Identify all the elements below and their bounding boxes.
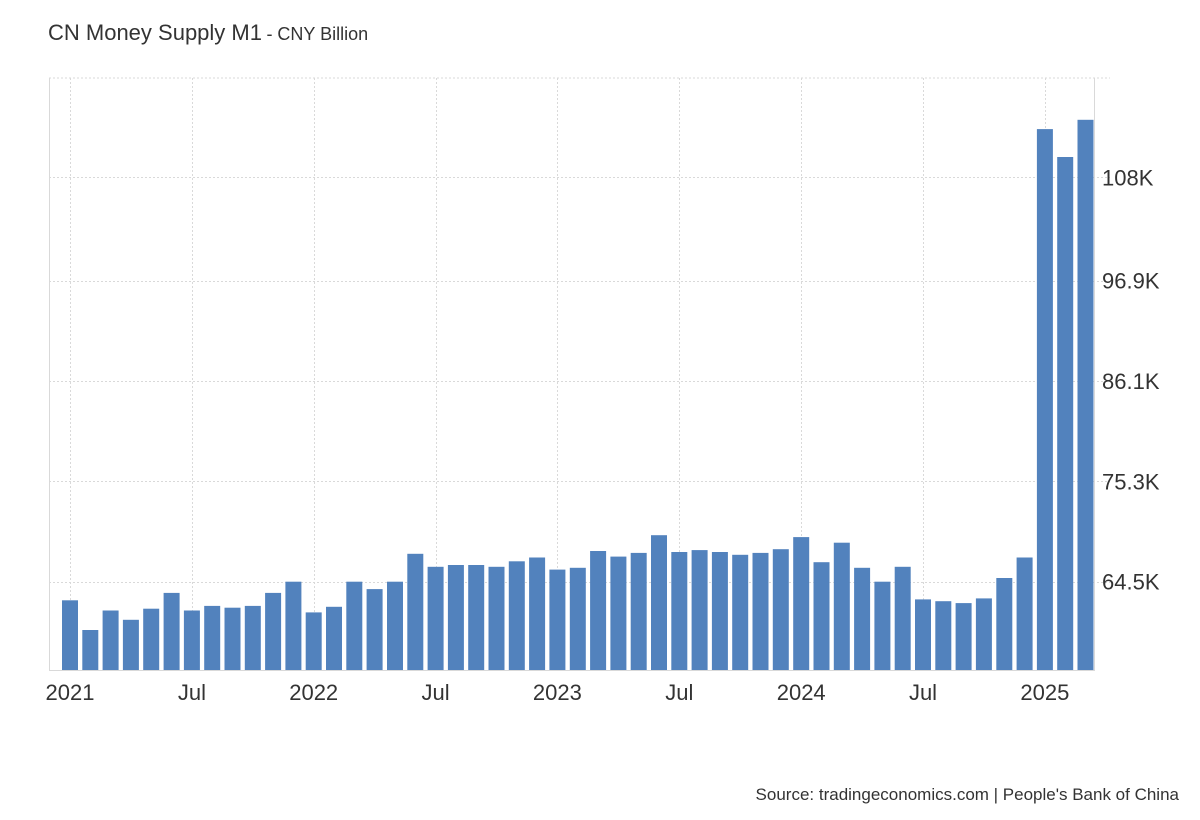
chart-subtitle: - CNY Billion [266,24,369,44]
bar [955,603,972,670]
bar [590,551,607,670]
x-tick-label: Jul [665,680,693,705]
bars [62,119,1094,671]
bar [975,598,992,670]
bar [651,535,667,670]
x-tick-label: 2023 [533,680,582,705]
bar [915,599,931,670]
bar [772,549,789,670]
bar [447,565,464,670]
bar [407,553,424,670]
bar [1057,157,1074,670]
bar [1077,119,1094,671]
bar [244,605,261,670]
bar [630,552,647,670]
y-tick-label: 96.9K [1102,269,1160,294]
bar [711,552,728,670]
tick-labels: 64.5K 75.3K 86.1K 96.9K 108K 2021 Jul 2022 Jul 20… [46,165,1160,705]
x-tick-label: 2021 [46,680,95,705]
chart-title-block: CN Money Supply M1 - CNY Billion [48,20,368,46]
bar [793,537,810,670]
bar [833,542,850,670]
bar [387,581,403,670]
y-tick-label: 86.1K [1102,369,1160,394]
x-tick-label: Jul [178,680,206,705]
bar [488,566,505,670]
bar [427,566,444,670]
bar [569,567,586,670]
bar [813,562,830,670]
bar [305,612,322,670]
bar [732,554,749,670]
bar [894,566,911,670]
y-tick-label: 75.3K [1102,469,1160,494]
x-tick-label: Jul [422,680,450,705]
bar [82,630,99,670]
bar [468,565,485,670]
chart-title: CN Money Supply M1 [48,20,262,45]
bar [610,556,627,670]
bar [326,606,342,670]
source-note: Source: tradingeconomics.com | People's … [755,785,1179,804]
bar [549,569,566,670]
x-tick-label: Jul [909,680,937,705]
bar [285,581,302,670]
bar [691,550,708,670]
x-tick-label: 2022 [289,680,338,705]
bar [874,581,891,670]
bar [529,557,546,670]
bar [996,578,1013,670]
x-tick-label: 2025 [1020,680,1069,705]
bar [935,601,952,670]
bar [122,619,139,670]
bar [224,607,241,670]
bar [204,605,221,670]
bar [102,610,119,670]
bar [508,561,525,670]
y-tick-label: 108K [1102,165,1154,190]
bar [346,581,363,670]
bar [1036,129,1053,671]
bar [265,592,282,670]
bar [143,608,160,670]
x-tick-label: 2024 [777,680,826,705]
bar [752,552,769,670]
bar [671,552,688,670]
axes [49,78,1095,671]
bar [62,600,78,670]
y-tick-label: 64.5K [1102,570,1160,595]
bar [366,589,383,670]
bar [1016,557,1033,670]
bar [183,610,200,670]
bar [163,592,180,670]
bar [854,567,871,670]
